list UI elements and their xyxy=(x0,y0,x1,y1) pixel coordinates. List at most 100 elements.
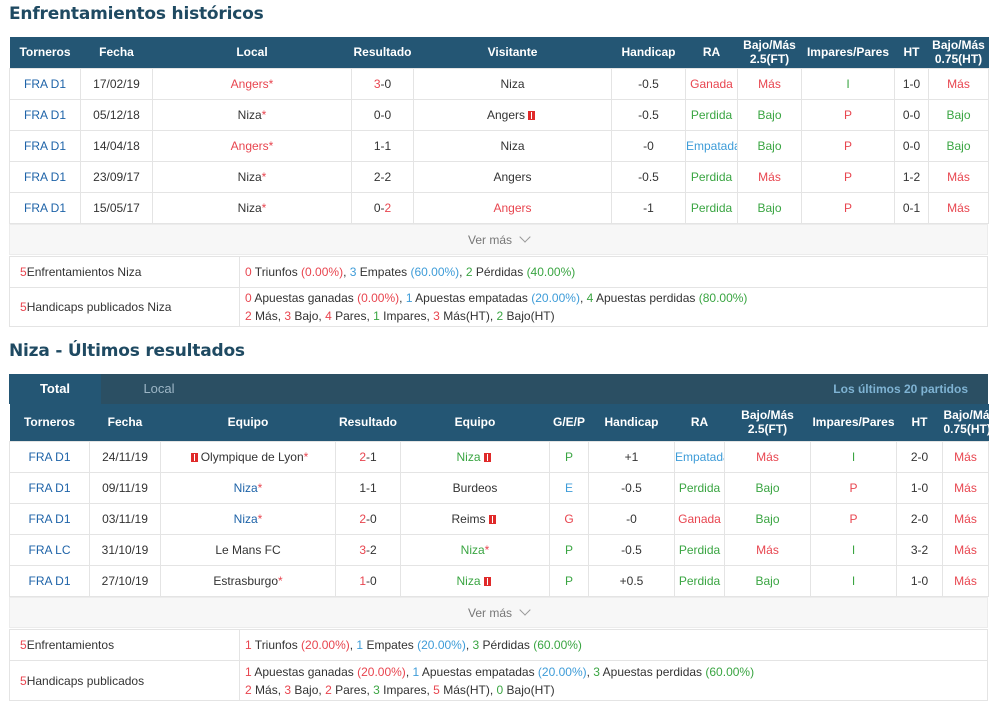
score-sep: - xyxy=(380,200,385,215)
home-team-link[interactable]: Olympique de Lyon* xyxy=(160,440,336,473)
away-team-link[interactable]: Angers xyxy=(413,160,612,193)
odd-even-cell: P xyxy=(801,98,895,131)
handicap-cell: -0.5 xyxy=(611,160,686,193)
header-ou-ft: Bajo/Más 2.5(FT) xyxy=(724,404,811,441)
h2h-title: Enfrentamientos históricos xyxy=(9,4,264,24)
tournament-link[interactable]: FRA D1 xyxy=(9,67,81,100)
ht-cell: 0-1 xyxy=(894,191,929,224)
result-cell[interactable]: 1-1 xyxy=(351,129,414,162)
last-n-matches[interactable]: Los últimos 20 partidos xyxy=(833,382,968,396)
home-team-link[interactable]: Estrasburgo* xyxy=(160,564,336,597)
score-away: 0 xyxy=(384,76,392,91)
header-resultado: Resultado xyxy=(335,404,401,441)
away-team-link[interactable]: Niza xyxy=(413,67,612,100)
table-row: FRA D1 24/11/19 Olympique de Lyon* 2-1 Niza P… xyxy=(9,440,989,473)
tournament-link[interactable]: FRA D1 xyxy=(9,440,90,473)
away-team-name: Niza xyxy=(456,573,481,588)
result-cell[interactable]: 3-2 xyxy=(335,533,401,566)
home-team-link[interactable]: Niza* xyxy=(160,502,336,535)
away-team-link[interactable]: Niza xyxy=(413,129,612,162)
home-team-link[interactable]: Niza* xyxy=(152,191,352,224)
home-team-name: Angers xyxy=(230,138,269,153)
result-cell[interactable]: 0-2 xyxy=(351,191,414,224)
tournament-link[interactable]: FRA D1 xyxy=(9,98,81,131)
red-card-icon xyxy=(483,576,491,586)
home-team-name: Niza xyxy=(237,107,262,122)
date-cell: 17/02/19 xyxy=(80,67,153,100)
red-card-icon xyxy=(488,514,496,524)
home-team-link[interactable]: Angers* xyxy=(152,129,352,162)
gep-cell: E xyxy=(549,471,589,504)
away-team-link[interactable]: Burdeos xyxy=(400,471,550,504)
tournament-link[interactable]: FRA D1 xyxy=(9,471,90,504)
score-home: 2 xyxy=(373,169,381,184)
away-team-link[interactable]: Angers xyxy=(413,98,612,131)
ver-mas-button[interactable]: Ver más xyxy=(9,597,988,628)
score-away: 0 xyxy=(370,573,377,588)
home-team-name: Niza xyxy=(233,480,258,495)
score-home: 2 xyxy=(359,449,366,464)
red-card-icon xyxy=(528,110,536,120)
away-team-link[interactable]: Niza xyxy=(400,440,550,473)
home-team-name: Niza xyxy=(237,200,262,215)
odd-even-cell: I xyxy=(810,440,897,473)
result-cell[interactable]: 2-0 xyxy=(335,502,401,535)
date-cell: 15/05/17 xyxy=(80,191,153,224)
tab-total[interactable]: Total xyxy=(9,374,101,404)
away-team-link[interactable]: Reims xyxy=(400,502,550,535)
chevron-down-icon xyxy=(519,231,531,243)
result-cell[interactable]: 2-2 xyxy=(351,160,414,193)
summary-row: 5 Enfrentamientos 1 Triunfos (20.00%), 1… xyxy=(10,630,987,661)
ht-cell: 1-0 xyxy=(896,564,943,597)
result-cell[interactable]: 1-0 xyxy=(335,564,401,597)
header-visitante: Visitante xyxy=(413,37,612,68)
score-home: 1 xyxy=(359,573,366,588)
ou-ft-cell: Más xyxy=(724,533,811,566)
recent-summary: 5 Enfrentamientos 1 Triunfos (20.00%), 1… xyxy=(9,629,988,701)
ou-ht-cell: Más xyxy=(942,502,989,535)
away-team-name: Niza xyxy=(500,138,525,153)
home-team-link[interactable]: Angers* xyxy=(152,67,352,100)
table-row: FRA D1 15/05/17 Niza* 0-2 Angers -1 Perdida Baj… xyxy=(9,191,989,224)
gep-cell: P xyxy=(549,533,589,566)
score-home: 0 xyxy=(373,107,381,122)
ver-mas-button[interactable]: Ver más xyxy=(9,224,988,255)
tournament-link[interactable]: FRA D1 xyxy=(9,129,81,162)
header-equipo-home: Equipo xyxy=(160,404,336,441)
result-cell[interactable]: 0-0 xyxy=(351,98,414,131)
odd-even-cell: P xyxy=(801,160,895,193)
away-team-link[interactable]: Niza* xyxy=(400,533,550,566)
tournament-link[interactable]: FRA D1 xyxy=(9,564,90,597)
result-cell[interactable]: 2-1 xyxy=(335,440,401,473)
header-impares-pares: Impares/Pares xyxy=(801,37,895,68)
tournament-link[interactable]: FRA D1 xyxy=(9,191,81,224)
tournament-link[interactable]: FRA LC xyxy=(9,533,90,566)
ou-ft-cell: Bajo xyxy=(737,129,802,162)
header-ou-ht: Bajo/Más 0.75(HT) xyxy=(928,37,989,68)
away-team-link[interactable]: Angers xyxy=(413,191,612,224)
score-away: 2 xyxy=(370,542,377,557)
away-team-link[interactable]: Niza xyxy=(400,564,550,597)
score-sep: - xyxy=(366,573,370,588)
away-team-name: Burdeos xyxy=(452,480,498,495)
home-team-link[interactable]: Niza* xyxy=(152,160,352,193)
table-row: FRA D1 09/11/19 Niza* 1-1 Burdeos E -0.5 Perdid… xyxy=(9,471,989,504)
tab-local[interactable]: Local xyxy=(143,381,175,396)
tournament-link[interactable]: FRA D1 xyxy=(9,502,90,535)
tournament-link[interactable]: FRA D1 xyxy=(9,160,81,193)
home-team-link[interactable]: Niza* xyxy=(160,471,336,504)
ou-ht-cell: Más xyxy=(928,67,989,100)
home-team-name: Le Mans FC xyxy=(215,542,281,557)
header-ou-ft: Bajo/Más 2.5(FT) xyxy=(737,37,802,68)
ou-ft-cell: Bajo xyxy=(724,502,811,535)
header-torneros: Torneros xyxy=(9,404,90,441)
home-team-link[interactable]: Le Mans FC xyxy=(160,533,336,566)
ht-cell: 2-0 xyxy=(896,502,943,535)
result-cell[interactable]: 1-1 xyxy=(335,471,401,504)
odd-even-cell: P xyxy=(801,191,895,224)
result-cell[interactable]: 3-0 xyxy=(351,67,414,100)
tabs-bar: Total Local Los últimos 20 partidos xyxy=(9,374,988,404)
home-team-link[interactable]: Niza* xyxy=(152,98,352,131)
table-row: FRA LC 31/10/19 Le Mans FC 3-2 Niza* P -0.5 Per… xyxy=(9,533,989,566)
score-sep: - xyxy=(366,480,370,495)
